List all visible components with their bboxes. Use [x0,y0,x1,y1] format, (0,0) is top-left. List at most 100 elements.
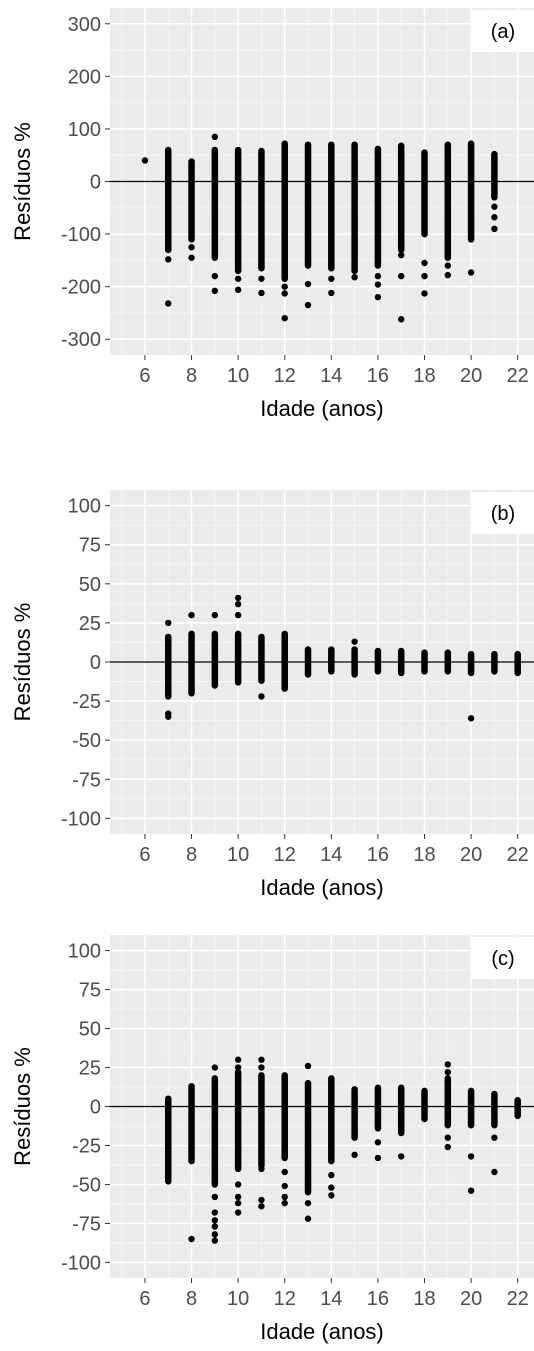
y-tick-label: 100 [68,496,101,518]
data-point [467,1187,475,1194]
panel-2: (c) 6 8 10 12 14 16 18 20 22 -100 -75 -50 -25 0 25 50 75 1… [10,935,534,1344]
data-point [165,300,172,307]
x-tick-label: 18 [413,1288,435,1310]
panel-label: (a) [491,21,515,43]
panel-label-box [472,937,534,979]
data-point [374,272,382,280]
y-tick-label: -25 [72,691,101,713]
data-point [351,273,358,281]
data-point [281,1182,288,1190]
data-point [211,1217,219,1224]
data-point [211,287,219,295]
x-tick-label: 10 [227,1288,249,1310]
data-point [328,1184,335,1191]
x-axis-title: Idade (anos) [260,1319,384,1344]
y-axis-title: Resíduos % [10,1047,35,1166]
data-point [304,1199,312,1207]
x-axis-title: Idade (anos) [260,396,384,421]
y-tick-label: -75 [72,1213,101,1235]
data-point [281,1168,288,1176]
x-tick-label: 8 [186,365,197,387]
x-tick-label: 6 [139,844,150,866]
y-tick-label: -300 [61,329,101,351]
y-tick-label: -100 [61,224,101,246]
y-tick-label: 75 [79,535,101,557]
y-tick-label: 0 [90,172,101,194]
data-point [374,1139,382,1146]
panel-label: (b) [491,503,515,525]
data-point [467,1153,475,1160]
data-point [281,283,288,290]
panel-label-box [472,10,534,52]
x-tick-label: 12 [274,1288,296,1310]
data-point [234,611,242,619]
data-point [421,259,428,267]
x-tick-label: 8 [186,1288,197,1310]
y-tick-label: 100 [68,941,101,963]
panel-label: (c) [491,948,514,970]
data-point [281,1199,288,1207]
data-point [281,290,288,297]
data-point [467,269,475,276]
data-point [211,133,219,141]
panel-0: (a) 6 8 10 12 14 16 18 20 22 -300 -200 -100 0 100 200 30… [10,8,534,421]
data-point [234,275,242,282]
data-point [444,271,452,279]
data-point [328,275,335,282]
data-point [258,289,265,297]
x-tick-label: 20 [460,844,482,866]
y-tick-label: 200 [68,66,101,88]
data-point [211,272,219,280]
data-point [398,272,405,280]
panel-1: (b) 6 8 10 12 14 16 18 20 22 -100 -75 -50 -25 0 25 50 75 1… [10,490,534,900]
data-point [211,1223,219,1230]
data-point [141,157,149,164]
data-point [491,1168,498,1176]
y-axis-title: Resíduos % [10,122,35,241]
y-tick-label: 100 [68,119,101,141]
data-point [374,293,382,301]
data-point [188,244,195,251]
x-tick-label: 6 [139,365,150,387]
x-tick-label: 12 [274,844,296,866]
data-point [444,262,452,269]
data-point [211,1209,219,1216]
data-point [258,1064,265,1071]
data-point [234,1181,242,1188]
x-tick-label: 14 [320,1288,342,1310]
data-point [328,1192,335,1199]
data-point [444,1061,452,1068]
data-point [304,1215,312,1222]
data-point [398,316,405,323]
data-point [211,1193,219,1201]
y-tick-label: -100 [61,1252,101,1274]
x-tick-label: 6 [139,1288,150,1310]
data-point [491,225,498,233]
data-point [444,1134,452,1141]
data-point [281,1193,288,1201]
data-point [444,1143,452,1151]
x-tick-label: 18 [413,844,435,866]
data-point [234,1209,242,1216]
data-point [165,619,172,627]
y-tick-label: 0 [90,1097,101,1119]
y-tick-label: 50 [79,574,101,596]
data-point [328,1171,335,1179]
data-point [165,256,172,263]
x-tick-label: 14 [320,365,342,387]
data-point [351,1151,358,1159]
data-point [444,1069,452,1076]
y-tick-label: 25 [79,613,101,635]
data-point [188,254,195,261]
x-tick-label: 10 [227,844,249,866]
data-point [234,1064,242,1071]
y-tick-label: 300 [68,14,101,36]
x-tick-label: 20 [460,1288,482,1310]
data-point [258,275,265,282]
y-tick-label: -100 [61,808,101,830]
y-tick-label: 0 [90,652,101,674]
data-point [491,203,498,210]
y-tick-label: -50 [72,1174,101,1196]
y-tick-label: 75 [79,980,101,1002]
